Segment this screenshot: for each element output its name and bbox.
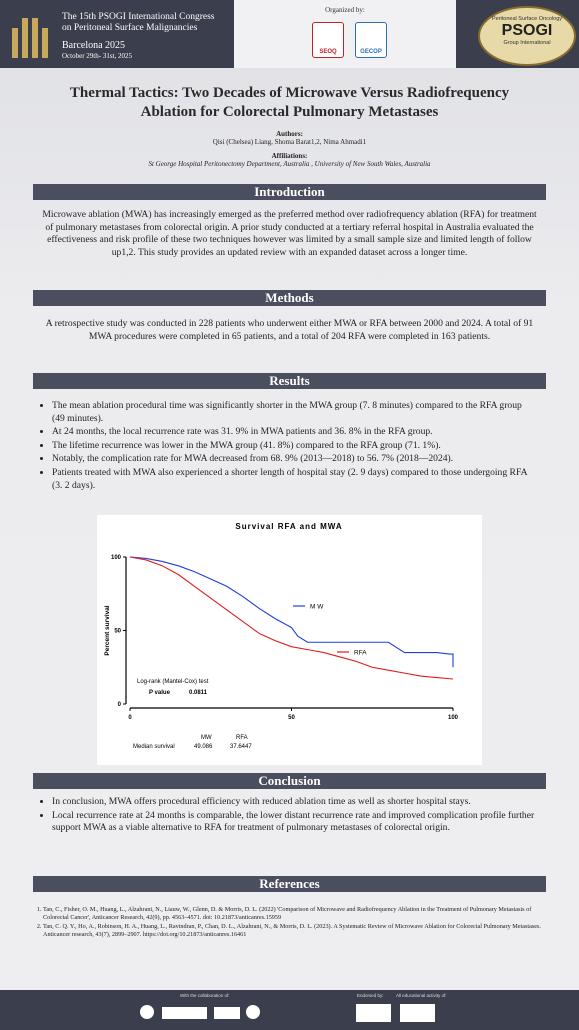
congress-sub: on Peritoneal Surface Malignancies bbox=[62, 23, 198, 33]
table-cell: 37.6447 bbox=[230, 744, 252, 750]
y-tick-label: 50 bbox=[114, 629, 121, 635]
table-row-label: Median survival bbox=[133, 744, 175, 750]
annotation: 0.0811 bbox=[189, 690, 208, 696]
congress-icon bbox=[12, 18, 48, 58]
section-heading: References bbox=[33, 876, 546, 892]
x-tick-label: 50 bbox=[288, 715, 295, 721]
section-heading: Conclusion bbox=[33, 773, 546, 789]
affiliations: St George Hospital Peritonectomy Departm… bbox=[148, 160, 431, 168]
references-list: Tan, C., Fisher, O. M., Huang, L., Alzah… bbox=[33, 906, 556, 940]
city: Barcelona 2025 bbox=[62, 40, 126, 51]
list-item: In conclusion, MWA offers procedural eff… bbox=[52, 796, 542, 809]
list-item: At 24 months, the local recurrence rate … bbox=[52, 426, 532, 439]
section-heading: Methods bbox=[33, 290, 546, 306]
y-axis-label: Percent survival bbox=[104, 605, 111, 655]
table-cell: 49.086 bbox=[194, 744, 213, 750]
y-tick-label: 100 bbox=[111, 555, 122, 561]
footer-text: With the collaboration of: bbox=[180, 993, 230, 998]
footer-text: Endorsed by: bbox=[357, 993, 384, 998]
authors: Qisi (Chelsea) Liang, Shoma Barat1,2, Ni… bbox=[212, 138, 367, 146]
list-item: Patients treated with MWA also experienc… bbox=[52, 467, 532, 492]
survival-line bbox=[129, 556, 454, 668]
dates: October 29th- 31st, 2025 bbox=[62, 52, 132, 60]
y-tick-label: 0 bbox=[118, 702, 122, 708]
authors-block: Authors: Qisi (Chelsea) Liang, Shoma Bar… bbox=[0, 130, 579, 168]
section-heading: Introduction bbox=[33, 184, 546, 200]
legend-label: RFA bbox=[354, 650, 367, 657]
methods-text: A retrospective study was conducted in 2… bbox=[45, 318, 534, 342]
x-tick-label: 100 bbox=[448, 715, 459, 721]
footer-logo bbox=[214, 1007, 240, 1019]
annotation: Log-rank (Mantel-Cox) test bbox=[137, 679, 209, 685]
psogi-top: Peritoneal Surface Oncology bbox=[491, 16, 562, 22]
legend-label: M W bbox=[310, 604, 324, 611]
results-list: The mean ablation procedural time was si… bbox=[38, 400, 532, 493]
congress-block: The 15th PSOGI International Congress on… bbox=[62, 12, 215, 62]
annotation: P value bbox=[149, 690, 171, 696]
psogi-logo: Peritoneal Surface Oncology PSOGI Group … bbox=[478, 6, 576, 66]
section-heading: Results bbox=[33, 373, 546, 389]
table-header: MW bbox=[201, 735, 212, 741]
footer-logo bbox=[400, 1004, 435, 1022]
survival-line bbox=[129, 556, 454, 680]
footer-logo bbox=[162, 1007, 207, 1019]
org-logo: SEOQ bbox=[312, 22, 344, 58]
organized-by: Organized by: bbox=[325, 6, 365, 14]
footer-logo bbox=[140, 1005, 154, 1019]
header-organizers bbox=[234, 0, 456, 68]
org-logo: GECOP bbox=[355, 22, 387, 58]
footer-logo bbox=[246, 1005, 260, 1019]
poster-title: Thermal Tactics: Two Decades of Microwav… bbox=[69, 85, 510, 120]
list-item: Tan, C., Fisher, O. M., Huang, L., Alzah… bbox=[43, 906, 556, 922]
list-item: The mean ablation procedural time was si… bbox=[52, 400, 532, 425]
table-header: RFA bbox=[236, 735, 248, 741]
list-item: Local recurrence rate at 24 months is co… bbox=[52, 810, 542, 835]
list-item: The lifetime recurrence was lower in the… bbox=[52, 440, 532, 453]
congress: The 15th PSOGI International Congress bbox=[62, 12, 215, 22]
x-tick-label: 0 bbox=[128, 715, 132, 721]
footer-logo bbox=[356, 1004, 391, 1022]
affiliations-heading: Affiliations: bbox=[271, 152, 308, 160]
list-item: Notably, the complication rate for MWA d… bbox=[52, 453, 532, 466]
psogi-bottom: Group International bbox=[503, 40, 551, 46]
conclusion-list: In conclusion, MWA offers procedural eff… bbox=[38, 796, 542, 836]
chart-panel: Survival RFA and MWA Percent survival 0 50 1… bbox=[97, 515, 482, 765]
list-item: Tan, C. Q. Y., Ho, A., Robinson, H. A., … bbox=[43, 923, 556, 939]
footer-band bbox=[0, 990, 579, 1030]
psogi: PSOGI bbox=[501, 22, 553, 39]
chart: Survival RFA and MWA Percent survival 0 50 1… bbox=[104, 522, 459, 750]
authors-heading: Authors: bbox=[276, 130, 303, 138]
chart-title: Survival RFA and MWA bbox=[235, 522, 342, 531]
footer-text: All educational activity of: bbox=[396, 993, 447, 998]
intro-text: Microwave ablation (MWA) has increasingl… bbox=[42, 209, 537, 258]
